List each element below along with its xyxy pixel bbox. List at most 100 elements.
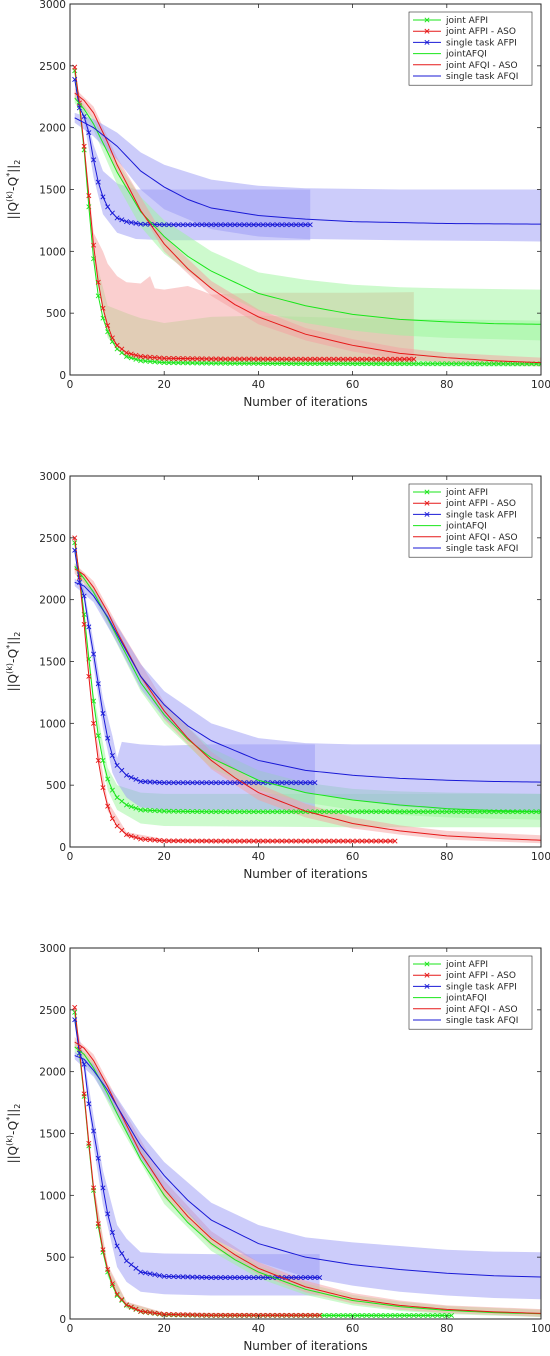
data-point	[180, 356, 186, 362]
data-point	[95, 279, 101, 285]
data-point	[434, 1313, 440, 1319]
data-point	[331, 809, 337, 815]
data-point	[383, 361, 389, 367]
data-point	[194, 222, 200, 228]
legend-item: single task AFPI	[413, 38, 517, 48]
data-point	[439, 361, 445, 367]
data-point	[109, 210, 115, 216]
series-line	[74, 117, 541, 225]
data-point	[293, 809, 299, 815]
data-point	[387, 361, 393, 367]
data-point	[180, 780, 186, 786]
data-point	[274, 356, 280, 362]
data-point	[199, 222, 205, 228]
data-point	[180, 1312, 186, 1318]
y-tick-label: 2000	[39, 595, 66, 607]
data-point	[350, 361, 356, 367]
data-point	[185, 808, 191, 814]
data-point	[114, 215, 120, 221]
data-point	[350, 356, 356, 362]
data-point	[124, 832, 130, 838]
legend-label: jointAFQI	[445, 50, 487, 60]
data-point	[156, 1311, 163, 1317]
data-point	[430, 809, 436, 815]
legend-label: jointAFQI	[445, 994, 487, 1004]
data-point	[161, 360, 167, 366]
data-point	[138, 1308, 144, 1314]
y-tick-label: 2500	[39, 1005, 66, 1017]
data-point	[166, 808, 172, 814]
data-point	[241, 838, 247, 844]
data-point	[237, 809, 243, 815]
data-point	[114, 1291, 120, 1297]
series-4	[74, 565, 541, 813]
legend-label: joint AFPI - ASO	[445, 27, 516, 37]
data-point	[312, 356, 318, 362]
data-point	[241, 809, 247, 815]
data-point	[142, 1270, 148, 1276]
data-point	[189, 780, 195, 786]
data-point	[124, 353, 130, 359]
series-line	[74, 1055, 541, 1278]
data-point	[467, 361, 473, 367]
data-point	[510, 809, 516, 815]
data-point	[383, 838, 389, 844]
data-point	[227, 222, 233, 228]
data-point	[152, 779, 158, 785]
data-point	[161, 808, 167, 814]
data-point	[100, 785, 106, 791]
data-point	[397, 356, 403, 362]
data-point	[246, 838, 252, 844]
data-point	[171, 780, 177, 786]
data-point	[416, 1313, 422, 1319]
data-point	[194, 1312, 200, 1318]
data-point	[109, 1281, 115, 1287]
x-tick-label: 60	[346, 379, 359, 391]
data-point	[251, 222, 257, 228]
data-point	[284, 809, 290, 815]
data-point	[208, 1312, 214, 1318]
data-point	[227, 1312, 233, 1318]
data-point	[100, 757, 106, 763]
data-point	[401, 356, 407, 362]
data-point	[416, 809, 422, 815]
data-point	[128, 833, 134, 839]
data-point	[142, 836, 148, 842]
series-6	[74, 1055, 541, 1278]
data-point	[222, 1312, 228, 1318]
legend-label: joint AFPI	[445, 488, 488, 498]
data-point	[138, 807, 144, 813]
data-point	[359, 356, 365, 362]
data-point	[86, 130, 92, 136]
data-point	[378, 1313, 384, 1319]
data-point	[76, 574, 82, 580]
data-point	[298, 838, 304, 844]
data-point	[208, 1275, 214, 1281]
data-point	[147, 837, 153, 843]
data-point	[317, 356, 323, 362]
data-point	[208, 222, 214, 228]
data-point	[255, 360, 261, 366]
y-tick-label: 3000	[39, 471, 66, 483]
data-point	[227, 780, 233, 786]
data-point	[453, 361, 459, 367]
data-point	[241, 1312, 247, 1318]
data-point	[133, 1265, 139, 1271]
data-point	[514, 361, 520, 367]
data-point	[359, 809, 365, 815]
data-point	[199, 809, 205, 815]
data-point	[100, 1247, 106, 1253]
data-point	[232, 360, 238, 366]
legend-item: single task AFPI	[413, 510, 517, 520]
data-point	[175, 838, 181, 844]
data-point	[368, 809, 374, 815]
data-point	[109, 1229, 115, 1235]
legend-item: jointAFQI	[413, 50, 487, 60]
data-point	[350, 809, 356, 815]
data-point	[86, 193, 92, 199]
y-tick-label: 1500	[39, 185, 66, 197]
data-point	[91, 1185, 97, 1191]
data-point	[317, 1275, 323, 1281]
data-point	[345, 361, 351, 367]
data-point	[199, 360, 205, 366]
